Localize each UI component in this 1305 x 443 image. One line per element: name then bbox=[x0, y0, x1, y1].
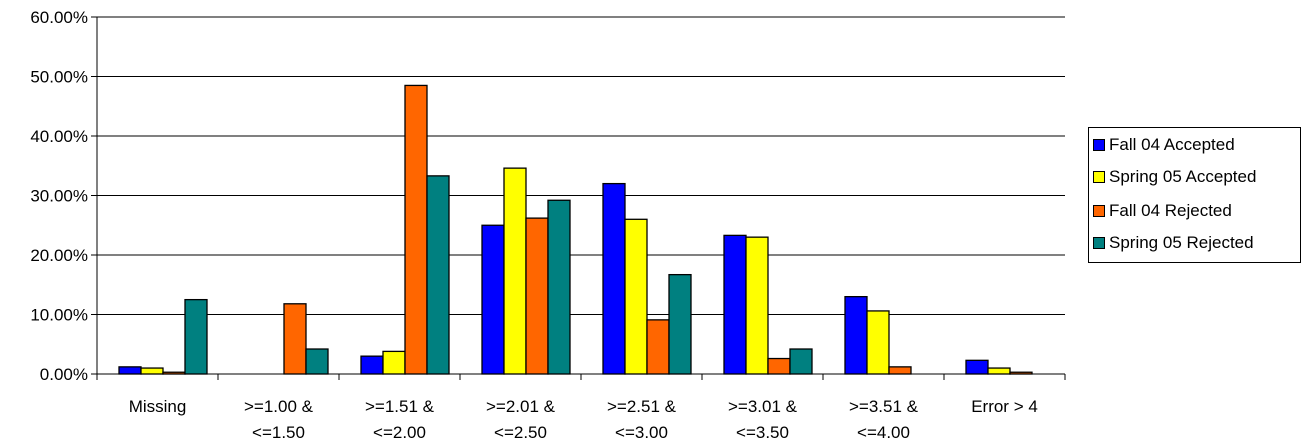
bar bbox=[668, 273, 692, 375]
bar bbox=[525, 217, 549, 375]
bar bbox=[360, 355, 384, 375]
y-tick-label: 30.00% bbox=[30, 187, 88, 206]
legend-swatch bbox=[1093, 171, 1105, 183]
bar bbox=[426, 175, 450, 375]
x-tick-label: >=1.51 & bbox=[365, 397, 435, 416]
x-tick-label: >=3.01 & bbox=[728, 397, 798, 416]
legend-swatch bbox=[1093, 139, 1105, 151]
legend-item-fall-04-rejected: Fall 04 Rejected bbox=[1093, 200, 1232, 222]
bar bbox=[624, 218, 648, 375]
bar bbox=[184, 298, 208, 375]
bar bbox=[866, 310, 890, 375]
x-tick-labels: Missing >=1.00 & <=1.50 >=1.51 & <=2.00 >=2.0… bbox=[129, 397, 1038, 442]
x-tick-label: Missing bbox=[129, 397, 187, 416]
x-tick-label: <=3.00 bbox=[615, 423, 668, 442]
y-tick-label: 0.00% bbox=[40, 365, 88, 384]
legend-label: Spring 05 Accepted bbox=[1109, 167, 1257, 186]
bar bbox=[745, 236, 769, 375]
bar bbox=[987, 367, 1011, 375]
x-tick-label: <=4.00 bbox=[857, 423, 910, 442]
x-tick-label: <=2.00 bbox=[373, 423, 426, 442]
bars bbox=[118, 84, 1033, 375]
axes bbox=[96, 17, 1066, 380]
bar bbox=[118, 366, 142, 375]
legend-item-spring-05-accepted: Spring 05 Accepted bbox=[1093, 166, 1256, 188]
bar bbox=[723, 234, 747, 375]
bar bbox=[844, 295, 868, 375]
x-tick-label: <=1.50 bbox=[252, 423, 305, 442]
bar bbox=[547, 199, 571, 375]
bar bbox=[404, 84, 428, 375]
bar bbox=[481, 224, 505, 375]
legend-label: Fall 04 Accepted bbox=[1109, 135, 1235, 154]
x-tick-label: >=1.00 & bbox=[244, 397, 314, 416]
legend-item-spring-05-rejected: Spring 05 Rejected bbox=[1093, 232, 1254, 254]
y-tick-label: 20.00% bbox=[30, 246, 88, 265]
y-tick-label: 60.00% bbox=[30, 8, 88, 27]
bar bbox=[602, 182, 626, 375]
x-tick-label: Error > 4 bbox=[971, 397, 1038, 416]
x-tick-label: >=3.51 & bbox=[849, 397, 919, 416]
bar bbox=[305, 348, 329, 375]
bar bbox=[503, 167, 527, 375]
bar bbox=[789, 348, 813, 375]
legend-label: Fall 04 Rejected bbox=[1109, 201, 1232, 220]
bar bbox=[283, 303, 307, 375]
y-tick-label: 50.00% bbox=[30, 68, 88, 87]
bar bbox=[965, 359, 989, 375]
gridlines bbox=[91, 16, 1065, 375]
x-tick-label: >=2.51 & bbox=[607, 397, 677, 416]
bar bbox=[382, 350, 406, 375]
legend-item-fall-04-accepted: Fall 04 Accepted bbox=[1093, 134, 1235, 156]
bar bbox=[140, 367, 164, 375]
y-tick-labels: 0.00% 10.00% 20.00% 30.00% 40.00% 50.00% 60.00… bbox=[30, 8, 88, 384]
legend-swatch bbox=[1093, 205, 1105, 217]
legend-label: Spring 05 Rejected bbox=[1109, 233, 1254, 252]
y-tick-label: 10.00% bbox=[30, 306, 88, 325]
legend: Fall 04 Accepted Spring 05 Accepted Fall… bbox=[1088, 127, 1301, 263]
bar bbox=[767, 357, 791, 375]
bar bbox=[646, 319, 670, 375]
legend-swatch bbox=[1093, 237, 1105, 249]
bar bbox=[888, 366, 912, 375]
x-tick-label: >=2.01 & bbox=[486, 397, 556, 416]
y-tick-label: 40.00% bbox=[30, 127, 88, 146]
x-tick-label: <=2.50 bbox=[494, 423, 547, 442]
x-tick-label: <=3.50 bbox=[736, 423, 789, 442]
